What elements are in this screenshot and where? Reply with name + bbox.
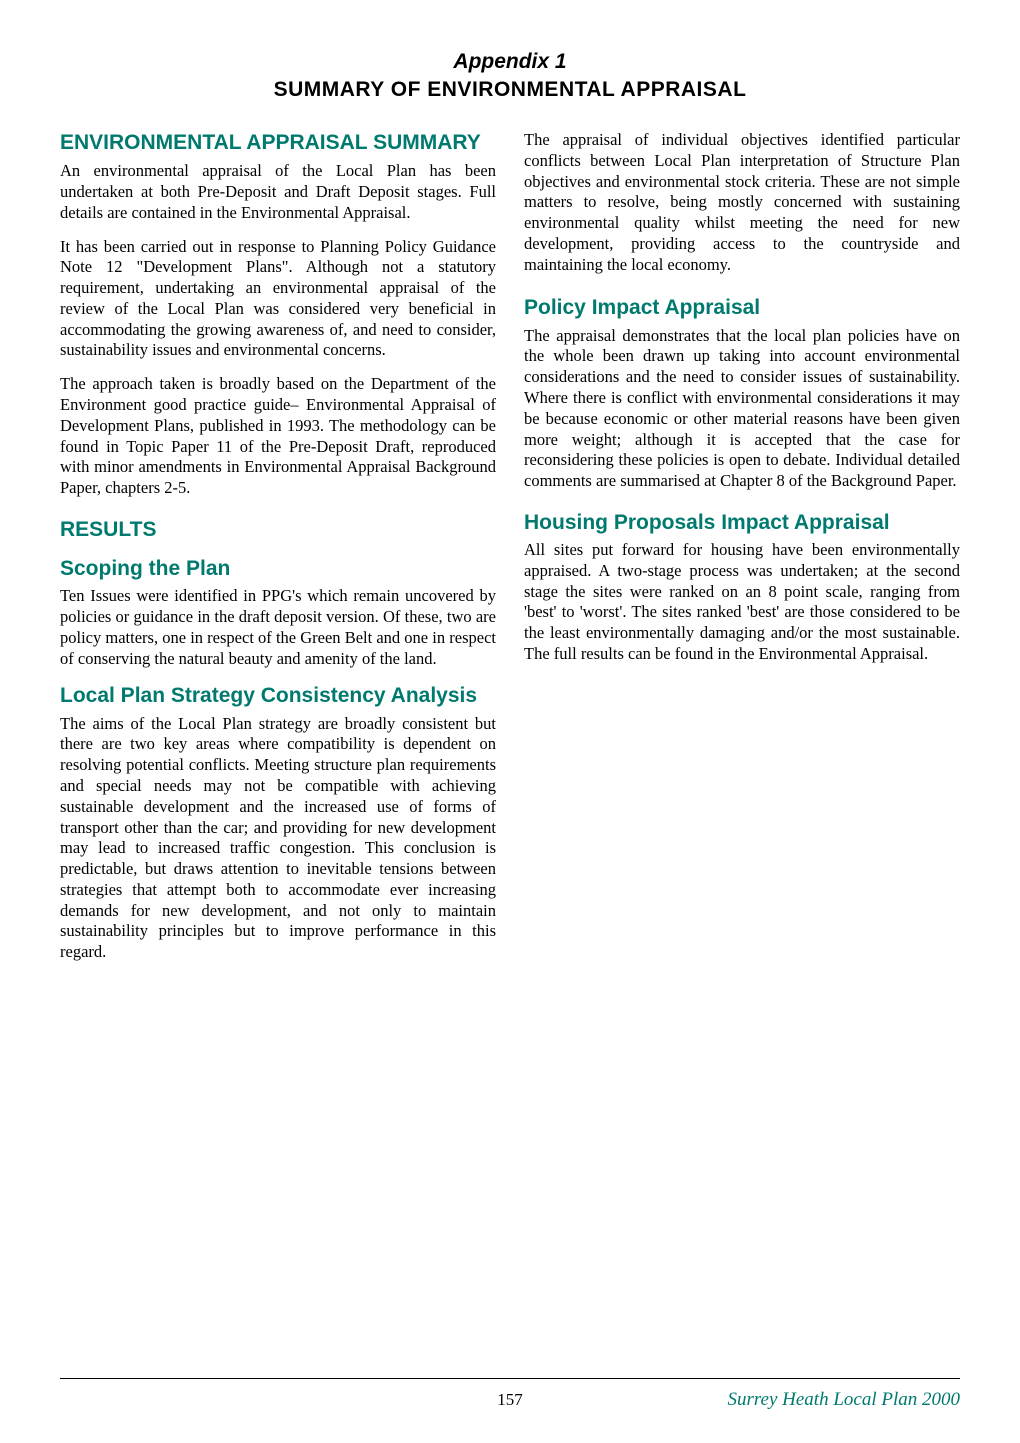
heading-local-plan-strategy: Local Plan Strategy Consistency Analysis [60, 683, 496, 708]
paragraph: The appraisal demonstrates that the loca… [524, 326, 960, 492]
heading-scoping-the-plan: Scoping the Plan [60, 556, 496, 581]
appendix-label: Appendix 1 [60, 50, 960, 74]
page-title-block: Appendix 1 SUMMARY OF ENVIRONMENTAL APPR… [60, 50, 960, 102]
paragraph: An environmental appraisal of the Local … [60, 161, 496, 223]
heading-housing-proposals: Housing Proposals Impact Appraisal [524, 510, 960, 535]
paragraph: The aims of the Local Plan strategy are … [60, 714, 496, 963]
page-footer: 157 Surrey Heath Local Plan 2000 [60, 1378, 960, 1411]
page-number: 157 [497, 1390, 523, 1410]
page-main-title: SUMMARY OF ENVIRONMENTAL APPRAISAL [60, 78, 960, 102]
paragraph: All sites put forward for housing have b… [524, 540, 960, 665]
right-column: The appraisal of individual objectives i… [524, 130, 960, 976]
paragraph: The approach taken is broadly based on t… [60, 374, 496, 499]
paragraph: Ten Issues were identified in PPG's whic… [60, 586, 496, 669]
content-columns: ENVIRONMENTAL APPRAISAL SUMMARY An envir… [60, 130, 960, 976]
heading-policy-impact: Policy Impact Appraisal [524, 295, 960, 320]
footer-doc-title: Surrey Heath Local Plan 2000 [727, 1389, 960, 1411]
paragraph: The appraisal of individual objectives i… [524, 130, 960, 275]
heading-results: RESULTS [60, 517, 496, 542]
paragraph: It has been carried out in response to P… [60, 237, 496, 362]
left-column: ENVIRONMENTAL APPRAISAL SUMMARY An envir… [60, 130, 496, 976]
heading-env-appraisal-summary: ENVIRONMENTAL APPRAISAL SUMMARY [60, 130, 496, 155]
